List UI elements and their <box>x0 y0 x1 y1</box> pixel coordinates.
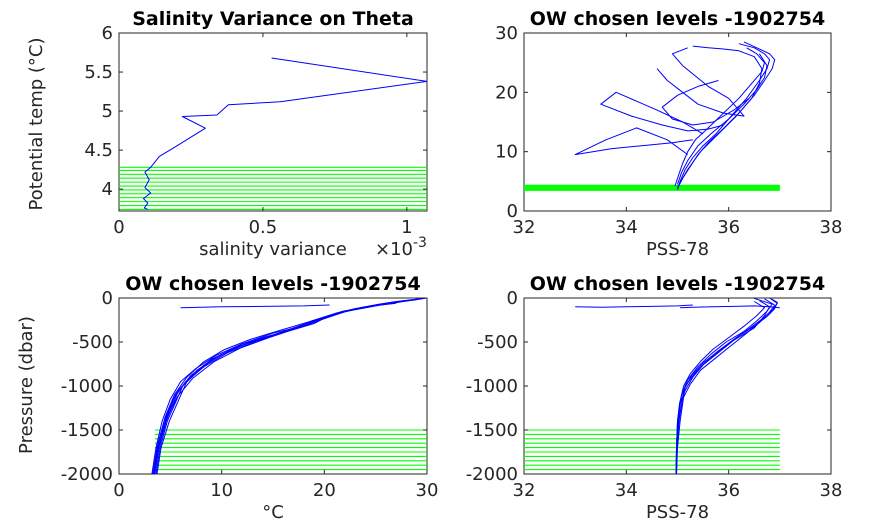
x-tick-label: 38 <box>820 217 843 238</box>
y-tick-label: 4.5 <box>84 140 113 161</box>
series-line <box>677 53 768 185</box>
y-tick-label: 0 <box>507 288 518 309</box>
x-tick-label: 38 <box>820 480 843 501</box>
x-tick-label: 32 <box>513 480 536 501</box>
series-line <box>675 301 765 474</box>
subplot-1: 0 0.5 1 4 4.5 5 5.5 6 Salinity Variance on Theta… <box>26 8 428 260</box>
subplot-3: 0 10 20 30 -2000 -1500 -1000 -500 0 OW chosen lev… <box>16 273 438 523</box>
y-tick-label: -1000 <box>61 376 113 397</box>
chart-title: OW chosen levels -1902754 <box>530 8 825 30</box>
x-axis-label: salinity variance <box>199 239 347 260</box>
y-tick-label: 0 <box>507 201 518 222</box>
y-tick-label: -500 <box>477 332 518 353</box>
x-exponent-power: -3 <box>413 235 427 251</box>
y-tick-label: 4 <box>102 179 113 200</box>
x-exponent: ×10-3 <box>375 235 427 260</box>
x-tick-label: 32 <box>513 217 536 238</box>
y-axis-label: Pressure (dbar) <box>16 316 37 454</box>
x-tick-label: 30 <box>416 480 439 501</box>
x-axis-label: °C <box>262 502 284 523</box>
series-line <box>180 304 330 309</box>
data-layer <box>524 298 780 474</box>
series-line <box>656 47 745 117</box>
data-layer <box>119 57 427 210</box>
chart-title: OW chosen levels -1902754 <box>125 273 420 295</box>
x-tick-label: 1 <box>401 217 412 238</box>
series-line <box>156 299 417 474</box>
series-line <box>600 91 724 135</box>
chart-title: Salinity Variance on Theta <box>132 8 414 30</box>
series-line <box>676 298 778 474</box>
x-tick-label: 36 <box>717 217 740 238</box>
series-line <box>680 305 780 309</box>
data-layer <box>151 298 427 474</box>
y-tick-label: -1500 <box>61 420 113 441</box>
x-axis-label: PSS-78 <box>646 502 709 523</box>
y-tick-label: -1000 <box>466 376 518 397</box>
plot-area <box>523 32 832 212</box>
x-tick-label: 20 <box>313 480 336 501</box>
plot-area <box>118 32 428 212</box>
y-axis-label: Potential temp (°C) <box>26 37 47 210</box>
series-line <box>153 299 412 474</box>
data-layer <box>524 41 780 191</box>
y-tick-label: 6 <box>102 23 113 44</box>
x-tick-label: 34 <box>615 217 638 238</box>
y-tick-label: -2000 <box>61 464 113 485</box>
x-exponent-base: ×10 <box>375 239 413 260</box>
y-tick-label: 30 <box>495 23 518 44</box>
y-tick-label: -1500 <box>466 420 518 441</box>
x-tick-label: 0.5 <box>249 217 278 238</box>
x-axis-label: PSS-78 <box>646 239 709 260</box>
subplot-2: 32 34 36 38 0 10 20 30 OW chosen levels -1902754… <box>495 8 842 260</box>
x-tick-label: 0 <box>113 217 124 238</box>
x-tick-label: 36 <box>717 480 740 501</box>
y-tick-label: -500 <box>72 332 113 353</box>
x-tick-label: 34 <box>615 480 638 501</box>
x-tick-label: 0 <box>113 480 124 501</box>
y-tick-label: 20 <box>495 82 518 103</box>
y-tick-label: 5.5 <box>84 62 113 83</box>
y-tick-label: 0 <box>102 288 113 309</box>
series-line <box>677 45 763 188</box>
y-tick-label: 10 <box>495 142 518 163</box>
series-line <box>677 43 771 190</box>
series-line <box>152 302 397 474</box>
x-tick-label: 10 <box>210 480 233 501</box>
series-line <box>143 57 427 210</box>
series-line <box>575 304 693 308</box>
subplot-4: 32 34 36 38 -2000 -1500 -1000 -500 0 OW chosen le… <box>466 273 843 523</box>
series-line <box>574 127 693 156</box>
series-line <box>661 80 750 126</box>
y-tick-label: 5 <box>102 101 113 122</box>
chart-title: OW chosen levels -1902754 <box>530 273 825 295</box>
y-tick-label: -2000 <box>466 464 518 485</box>
